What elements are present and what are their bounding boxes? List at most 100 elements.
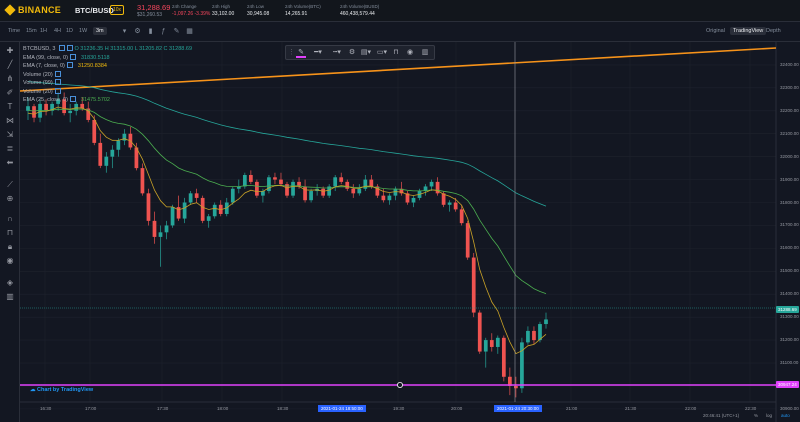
line-style-icon[interactable]: ┅▾ bbox=[333, 49, 341, 56]
stat-label: 24h Volume(BUSD) bbox=[340, 4, 380, 9]
time-tick-label: 18:30 bbox=[277, 406, 289, 411]
view-tab[interactable]: Depth bbox=[766, 28, 781, 34]
timeframe-option[interactable]: 1W bbox=[79, 28, 88, 34]
drawing-tools-sidebar: ✚ ╱ ⋔ ✐ T ⋈ ⇲ ≣ ⬅ ⟋ ⊕ ∩ ⊓ 🔒︎ ◉ ◈ ▥ bbox=[0, 42, 20, 422]
indicators-icon[interactable]: ƒ bbox=[161, 28, 166, 35]
timeframe-option[interactable]: 1H bbox=[40, 28, 48, 34]
indicator-toggle-icon[interactable] bbox=[54, 79, 61, 85]
pattern-icon[interactable]: ⋈ bbox=[6, 116, 14, 125]
prediction-icon[interactable]: ⇲ bbox=[6, 130, 14, 139]
indicator-toggle-icon[interactable] bbox=[69, 53, 76, 60]
binance-logo[interactable]: BINANCE bbox=[4, 4, 61, 16]
indicator-toggle-icon[interactable] bbox=[54, 87, 61, 94]
ema-99-line bbox=[27, 81, 547, 207]
lock-drawing-icon[interactable]: ⊓ bbox=[6, 228, 14, 237]
auto-toggle[interactable]: auto bbox=[781, 413, 790, 418]
hline-price-badge: 30947.24 bbox=[776, 381, 799, 388]
timeframe-option[interactable]: 4H bbox=[54, 28, 62, 34]
tradingview-attribution[interactable]: ☁︎ Chart by TradingView bbox=[30, 387, 93, 393]
pencil-icon[interactable]: ✎ bbox=[173, 28, 180, 35]
candle-type-icon[interactable]: ▮ bbox=[148, 28, 153, 35]
candle-body bbox=[206, 216, 211, 221]
time-tick-label: 17:30 bbox=[157, 406, 169, 411]
timeframe-time[interactable]: Time bbox=[8, 28, 21, 34]
view-tab[interactable]: Original bbox=[706, 28, 725, 34]
candle-body bbox=[164, 225, 169, 233]
fib-icon[interactable]: ≣ bbox=[6, 144, 14, 153]
price-tick-label: 31500.00 bbox=[780, 268, 799, 274]
candle-body bbox=[477, 312, 482, 352]
legend-indicator-row[interactable]: Volume (20) bbox=[23, 70, 192, 80]
visibility-icon[interactable]: ▭▾ bbox=[376, 49, 388, 56]
drag-handle-icon[interactable]: ⋮ bbox=[288, 49, 295, 56]
line-width-icon[interactable]: ━▾ bbox=[314, 49, 322, 56]
candle-body bbox=[309, 191, 313, 201]
lock-icon[interactable]: ⊓ bbox=[393, 49, 399, 56]
eye-icon[interactable]: ◉ bbox=[6, 256, 14, 265]
candle-body bbox=[441, 193, 446, 205]
candle-body bbox=[291, 181, 295, 196]
ruler-icon[interactable]: ⟋ bbox=[7, 180, 13, 189]
candle-body bbox=[381, 195, 386, 201]
indicator-value: 31475.5702 bbox=[80, 97, 110, 103]
candle-body bbox=[393, 188, 398, 196]
legend-indicator-row[interactable]: Volume (20) bbox=[23, 87, 192, 97]
candle-body bbox=[110, 149, 115, 157]
price-chart[interactable] bbox=[20, 42, 800, 422]
grid-icon[interactable]: ▦ bbox=[186, 28, 193, 35]
template-icon[interactable]: ▤▾ bbox=[360, 49, 372, 56]
price-tick-label: 31300.00 bbox=[780, 314, 799, 320]
binance-logo-icon bbox=[4, 4, 16, 16]
pitchfork-icon[interactable]: ⋔ bbox=[6, 74, 14, 83]
text-tool-icon[interactable]: T bbox=[7, 102, 13, 111]
pair-name[interactable]: BTC/BUSD bbox=[75, 6, 114, 15]
lock-icon[interactable]: 🔒︎ bbox=[7, 242, 13, 251]
time-tick-label: 22:30 bbox=[745, 406, 757, 411]
candle-body bbox=[429, 181, 434, 187]
price-tick-label: 31700.00 bbox=[780, 222, 799, 228]
log-toggle[interactable]: log bbox=[766, 413, 773, 418]
candle-body bbox=[80, 103, 85, 109]
time-tick-label: 16:30 bbox=[40, 406, 52, 411]
settings-icon[interactable]: ⚙ bbox=[134, 28, 141, 35]
candle-body bbox=[297, 181, 301, 187]
last-price-badge: 31288.69 bbox=[776, 306, 799, 313]
legend-indicator-row[interactable]: Volume (99) bbox=[23, 79, 192, 88]
indicator-toggle-icon[interactable] bbox=[66, 62, 73, 68]
back-arrow-icon[interactable]: ⬅ bbox=[6, 158, 14, 167]
indicator-toggle-icon[interactable] bbox=[54, 70, 61, 77]
legend-indicator-row[interactable]: EMA (99, close, 0) 31830.5118 bbox=[23, 53, 192, 63]
view-tab[interactable]: TradingView bbox=[730, 27, 767, 35]
brush-icon[interactable]: ✐ bbox=[6, 88, 14, 97]
hide-icon[interactable]: ◉ bbox=[406, 49, 414, 56]
candle-body bbox=[242, 174, 247, 187]
candle-body bbox=[483, 340, 488, 352]
magnet-icon[interactable]: ∩ bbox=[7, 214, 13, 223]
timeframe-option[interactable]: 15m bbox=[26, 28, 37, 34]
candle-body bbox=[333, 177, 338, 187]
trash-icon[interactable]: ▥ bbox=[6, 292, 14, 301]
line-color-icon[interactable]: ✎ bbox=[296, 48, 306, 58]
legend-toggle-icon[interactable] bbox=[58, 45, 65, 51]
legend-settings-icon[interactable] bbox=[66, 45, 73, 51]
indicator-toggle-icon[interactable] bbox=[69, 96, 76, 102]
chevron-down-icon[interactable]: ▾ bbox=[122, 28, 127, 35]
percent-toggle[interactable]: % bbox=[754, 413, 759, 418]
candle-body bbox=[230, 188, 235, 203]
trend-line-icon[interactable]: ╱ bbox=[7, 60, 13, 69]
candle-body bbox=[465, 223, 470, 258]
price-tick-label: 32400.00 bbox=[780, 61, 799, 67]
zoom-icon[interactable]: ⊕ bbox=[6, 194, 14, 203]
candle-body bbox=[134, 147, 139, 169]
timeframe-option[interactable]: 1D bbox=[66, 28, 74, 34]
legend-indicator-row[interactable]: EMA (25, close, 0) 31475.5702 bbox=[23, 96, 192, 105]
clock-display: 20:46:41 (UTC+1) bbox=[703, 413, 740, 418]
crosshair-icon[interactable]: ✚ bbox=[6, 46, 14, 55]
layers-icon[interactable]: ◈ bbox=[6, 278, 14, 287]
candle-body bbox=[273, 177, 277, 180]
timeframe-option[interactable]: 3m bbox=[93, 27, 107, 35]
trash-icon[interactable]: ▥ bbox=[421, 49, 429, 56]
settings-icon[interactable]: ⚙ bbox=[348, 49, 356, 56]
candle-body bbox=[212, 204, 217, 217]
legend-indicator-row[interactable]: EMA (7, close, 0) 31250.8384 bbox=[23, 62, 192, 71]
